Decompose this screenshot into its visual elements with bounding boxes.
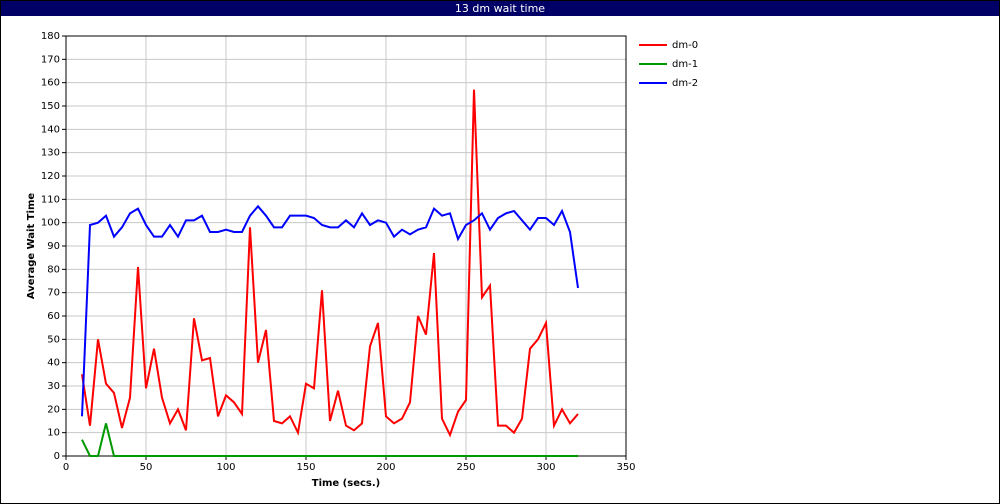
- x-tick-label: 150: [296, 462, 315, 473]
- x-axis-title: Time (secs.): [312, 478, 381, 489]
- y-tick-label: 110: [41, 194, 60, 205]
- x-tick-label: 0: [63, 462, 69, 473]
- y-tick-label: 0: [54, 451, 60, 462]
- data-line: [81, 89, 579, 438]
- y-tick-label: 70: [47, 288, 60, 299]
- x-tick-label: 200: [376, 462, 395, 473]
- y-tick-label: 40: [47, 358, 60, 369]
- y-tick-label: 50: [47, 334, 60, 345]
- y-tick-label: 170: [41, 54, 60, 65]
- data-line: [81, 423, 578, 457]
- y-tick-label: 150: [41, 101, 60, 112]
- legend-label: dm-2: [672, 78, 698, 89]
- y-tick-label: 140: [41, 124, 60, 135]
- y-tick-label: 90: [47, 241, 60, 252]
- y-tick-label: 160: [41, 78, 60, 89]
- title-bar: 13 dm wait time: [1, 1, 999, 16]
- data-line: [81, 204, 579, 417]
- y-tick-label: 100: [41, 218, 60, 229]
- legend-label: dm-1: [672, 59, 698, 70]
- y-tick-label: 60: [47, 311, 60, 322]
- y-tick-label: 80: [47, 264, 60, 275]
- x-tick-label: 300: [536, 462, 555, 473]
- x-tick-label: 50: [140, 462, 153, 473]
- x-tick-label: 100: [216, 462, 235, 473]
- y-tick-label: 10: [47, 428, 60, 439]
- y-tick-label: 180: [41, 31, 60, 42]
- y-tick-label: 130: [41, 148, 60, 159]
- x-tick-label: 250: [456, 462, 475, 473]
- y-tick-label: 120: [41, 171, 60, 182]
- legend-label: dm-0: [672, 40, 698, 51]
- y-tick-label: 20: [47, 404, 60, 415]
- y-axis-title: Average Wait Time: [26, 193, 37, 300]
- x-tick-label: 350: [616, 462, 635, 473]
- y-tick-label: 30: [47, 381, 60, 392]
